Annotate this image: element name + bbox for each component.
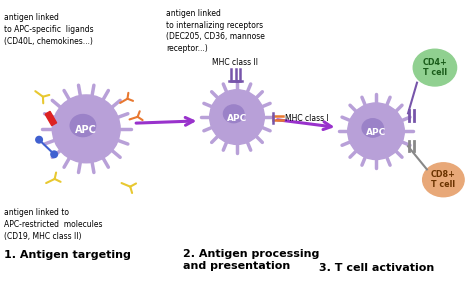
Text: APC: APC (227, 114, 247, 122)
Text: CD8+
T cell: CD8+ T cell (431, 170, 456, 189)
Text: 3. T cell activation: 3. T cell activation (319, 263, 435, 273)
Circle shape (52, 95, 120, 163)
Circle shape (210, 90, 264, 144)
Text: MHC class II: MHC class II (212, 58, 258, 67)
Text: CD4+
T cell: CD4+ T cell (422, 58, 447, 77)
Ellipse shape (423, 163, 464, 197)
Ellipse shape (70, 114, 96, 137)
Circle shape (348, 103, 404, 160)
Polygon shape (45, 111, 56, 126)
Circle shape (51, 151, 57, 158)
Text: 2. Antigen processing
and presentation: 2. Antigen processing and presentation (183, 249, 319, 271)
Circle shape (36, 136, 42, 143)
Ellipse shape (223, 105, 244, 123)
Text: APC: APC (366, 128, 386, 137)
Text: APC: APC (75, 125, 97, 135)
Text: antigen linked to
APC-restricted  molecules
(CD19, MHC class II): antigen linked to APC-restricted molecul… (4, 208, 102, 241)
Text: MHC class I: MHC class I (285, 114, 329, 122)
Ellipse shape (362, 119, 383, 137)
Text: 1. Antigen targeting: 1. Antigen targeting (4, 251, 131, 261)
Ellipse shape (413, 49, 456, 86)
Text: antigen linked
to internalizing receptors
(DEC205, CD36, mannose
receptor...): antigen linked to internalizing receptor… (166, 9, 265, 53)
Text: antigen linked
to APC-specific  ligands
(CD40L, chemokines...): antigen linked to APC-specific ligands (… (4, 13, 93, 46)
